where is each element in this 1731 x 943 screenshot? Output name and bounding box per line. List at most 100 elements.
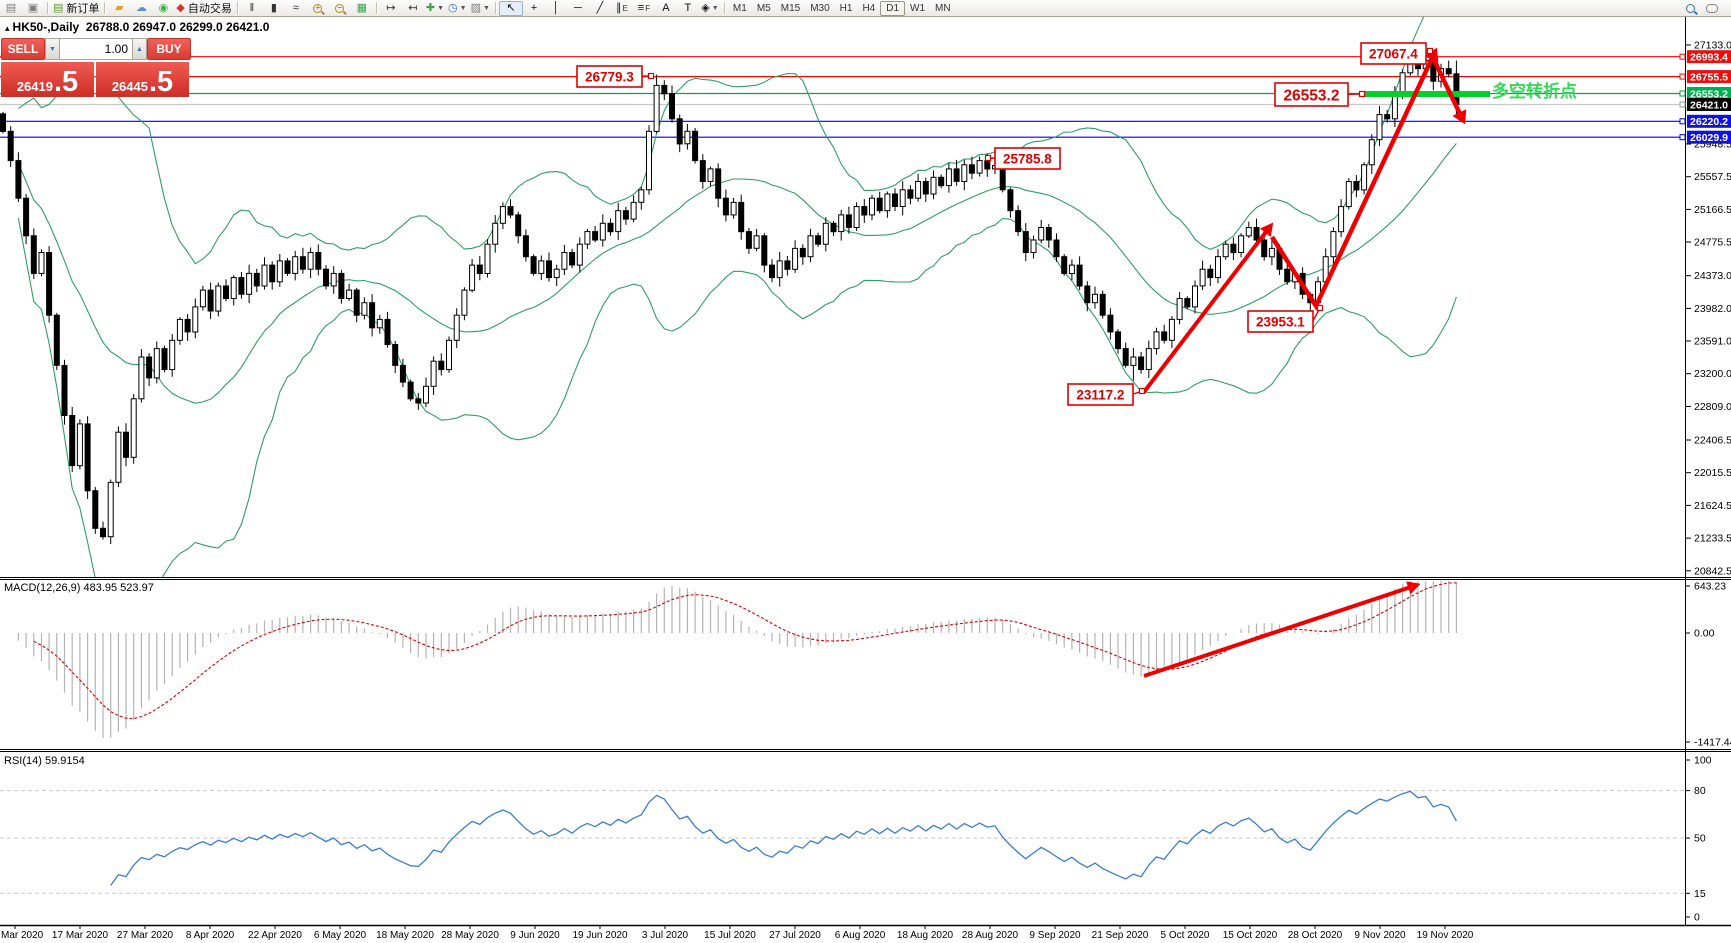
templates-icon[interactable]: ▨ ▼ (469, 1, 492, 16)
new-chart-icon[interactable]: ▤ (0, 1, 22, 16)
svg-text:25557.5: 25557.5 (1694, 171, 1731, 183)
candles-layer (0, 49, 1460, 544)
trend-arrow[interactable] (1270, 53, 1437, 311)
svg-text:0: 0 (1694, 912, 1700, 924)
signals-icon[interactable]: ◉ (152, 1, 174, 16)
periods-icon[interactable]: ◷ ▼ (446, 1, 469, 16)
autotrade-button[interactable]: ◆ 自动交易 (176, 1, 232, 15)
trend-arrow-head (1452, 109, 1467, 125)
price-label-23953.1[interactable]: 23953.1 (1247, 310, 1314, 333)
price-label-26553.2[interactable]: 26553.2 (1274, 82, 1349, 107)
pane-separators[interactable] (0, 17, 1731, 927)
svg-text:3 Jul 2020: 3 Jul 2020 (642, 930, 689, 941)
toolbar-separator (47, 2, 48, 14)
candlestick-chart-icon[interactable]: ▮ (263, 1, 285, 16)
gold-bars-icon: ▰ (115, 1, 124, 14)
new-order-button[interactable]: ▤ 新订单 (53, 1, 100, 15)
dropdown-arrow-icon[interactable]: ▼ (482, 4, 490, 12)
vertical-line-icon[interactable]: │ (545, 1, 567, 16)
chart-expand-marker[interactable]: ▴ (5, 23, 10, 33)
price-badge-26421.0: 26421.0 (1687, 98, 1731, 111)
arrows-icon[interactable]: ◈ ▼ (699, 1, 721, 16)
horizontal-line-icon: ─ (574, 1, 582, 14)
auto-scroll-icon: ↦ (386, 1, 396, 14)
sell-button[interactable]: SELL (1, 38, 45, 60)
tile-windows-icon[interactable]: ▦ (351, 1, 373, 16)
fibonacci-icon[interactable]: ≡ F (637, 1, 651, 14)
volume-increase-button[interactable]: ▲ (132, 38, 147, 60)
svg-text:26029.9: 26029.9 (1690, 132, 1728, 144)
trend-arrow[interactable] (1143, 584, 1415, 678)
bollinger-bands (17, 17, 1457, 577)
horizontal-line-icon[interactable]: ─ (567, 1, 589, 16)
text-label-icon[interactable]: T (677, 1, 699, 16)
chart-canvas[interactable]: 多空转折点 26779.3 25785.8 26553.2 27067.4 23953.1… (0, 17, 1731, 943)
gold-bars-icon[interactable]: ▰ (108, 1, 130, 16)
price-label-26779.3[interactable]: 26779.3 (576, 65, 643, 88)
trend-arrow[interactable] (1142, 226, 1271, 394)
price-label-25785.8[interactable]: 25785.8 (994, 147, 1061, 170)
community-icon[interactable]: ☁ (130, 1, 152, 16)
svg-text:18 May 2020: 18 May 2020 (376, 930, 434, 941)
indicators-icon[interactable]: ✚ ▼ (424, 1, 446, 16)
svg-text:9 Sep 2020: 9 Sep 2020 (1029, 930, 1081, 941)
crosshair-icon[interactable]: + (523, 1, 545, 16)
price-annotations-layer: 26779.3 25785.8 26553.2 27067.4 23953.1 23117… (576, 42, 1434, 406)
equidistant-channel-icon: ∥ (616, 1, 622, 14)
date-axis[interactable]: Mar 2020 17 Mar 2020 27 Mar 2020 8 Apr 2020… (1, 925, 1474, 941)
dropdown-arrow-icon[interactable]: ▼ (711, 4, 719, 12)
volume-input[interactable]: 1.00 (60, 38, 132, 60)
cursor-icon[interactable]: ↖ (498, 0, 523, 16)
svg-text:-1417.44: -1417.44 (1694, 737, 1731, 749)
price-label-23117.2[interactable]: 23117.2 (1067, 383, 1134, 406)
chart-shift-icon[interactable]: ↤ (402, 1, 424, 16)
auto-scroll-icon[interactable]: ↦ (380, 1, 402, 16)
chat-button[interactable] (1701, 1, 1723, 16)
equidistant-channel-icon[interactable]: ∥ E (616, 1, 628, 14)
timeframe-M30-button[interactable]: M30 (810, 2, 830, 14)
timeframe-H1-button[interactable]: H1 (839, 2, 853, 14)
zoom-out-icon[interactable]: − (329, 1, 351, 16)
toolbar: ▤ ▣ ▤ 新订单 ▰ ☁ ◉ ◆ 自动交易 ‖ ▮ ≈ + − ▦ ↦ ↤ ✚ ▼ ◷ ▼ ▨ ▼ ↖ + │ ─ ╱ ∥ E ≡ F A T ◈… (0, 0, 1731, 17)
svg-text:19 Jun 2020: 19 Jun 2020 (572, 930, 627, 941)
buy-button[interactable]: BUY (147, 38, 191, 60)
search-button[interactable] (1679, 1, 1701, 16)
svg-text:0.00: 0.00 (1694, 628, 1715, 640)
trend-arrow[interactable] (1431, 59, 1465, 119)
timeframe-W1-button[interactable]: W1 (910, 2, 926, 14)
svg-text:21233.5: 21233.5 (1694, 533, 1731, 545)
svg-text:25166.5: 25166.5 (1694, 204, 1731, 216)
timeframe-MN-button[interactable]: MN (935, 2, 951, 14)
svg-text:28 Oct 2020: 28 Oct 2020 (1288, 930, 1343, 941)
dropdown-arrow-icon[interactable]: ▼ (437, 4, 445, 12)
text-icon[interactable]: A (655, 1, 677, 16)
trendline-icon[interactable]: ╱ (589, 1, 611, 16)
chart-preview-icon[interactable]: ▣ (22, 1, 44, 16)
zoom-in-icon[interactable]: + (307, 1, 329, 16)
trendline-icon: ╱ (596, 1, 604, 14)
bar-chart-icon[interactable]: ‖ (241, 1, 263, 16)
timeframe-M5-button[interactable]: M5 (756, 2, 771, 14)
price-badge-26553.2: 26553.2 (1687, 87, 1731, 100)
chart-area: 多空转折点 26779.3 25785.8 26553.2 27067.4 23953.1… (0, 17, 1731, 943)
timeframe-D1-button[interactable]: D1 (880, 0, 906, 16)
svg-text:15 Oct 2020: 15 Oct 2020 (1223, 930, 1278, 941)
sell-price[interactable]: 26419.5 (1, 62, 94, 97)
volume-decrease-button[interactable]: ▼ (45, 38, 60, 60)
line-chart-icon[interactable]: ≈ (285, 1, 307, 16)
timeframe-M1-button[interactable]: M1 (732, 2, 747, 14)
dropdown-arrow-icon[interactable]: ▼ (459, 4, 467, 12)
bar-chart-icon: ‖ (249, 1, 255, 14)
svg-text:28 Aug 2020: 28 Aug 2020 (962, 930, 1019, 941)
zoom-out-icon: − (335, 3, 345, 13)
timeframe-H4-button[interactable]: H4 (862, 2, 876, 14)
price-label-27067.4[interactable]: 27067.4 (1360, 42, 1427, 65)
buy-price[interactable]: 26445.5 (96, 62, 189, 97)
timeframe-M15-button[interactable]: M15 (780, 2, 801, 14)
price-axis[interactable]: 27133.025948.525557.525166.524775.524373… (1685, 40, 1731, 924)
svg-text:18 Aug 2020: 18 Aug 2020 (897, 930, 954, 941)
svg-text:9 Jun 2020: 9 Jun 2020 (510, 930, 560, 941)
symbol-name: HK50-,Daily (12, 20, 80, 34)
svg-text:26993.4: 26993.4 (1690, 51, 1728, 63)
pivot-cn-annotation[interactable]: 多空转折点 (1492, 81, 1577, 101)
